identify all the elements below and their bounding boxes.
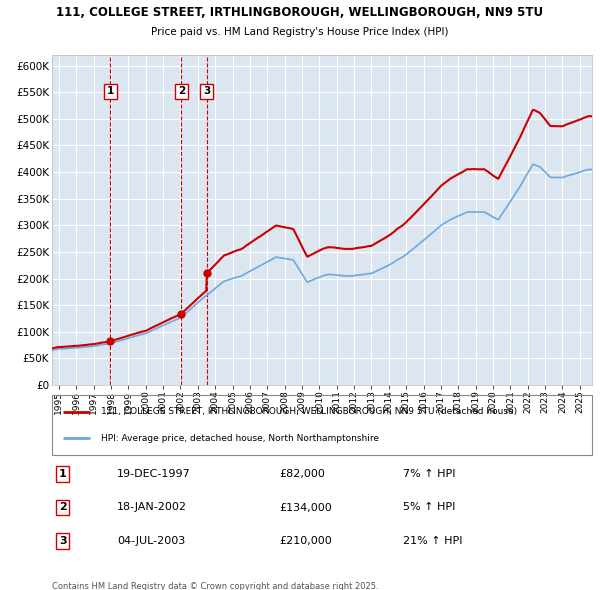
Text: £210,000: £210,000 (279, 536, 332, 546)
Text: 1: 1 (59, 469, 67, 479)
Text: £134,000: £134,000 (279, 503, 332, 513)
Text: £82,000: £82,000 (279, 469, 325, 479)
Text: Contains HM Land Registry data © Crown copyright and database right 2025.
This d: Contains HM Land Registry data © Crown c… (52, 582, 379, 590)
Text: 3: 3 (203, 86, 210, 96)
Text: HPI: Average price, detached house, North Northamptonshire: HPI: Average price, detached house, Nort… (101, 434, 379, 442)
Text: 21% ↑ HPI: 21% ↑ HPI (403, 536, 463, 546)
Text: 5% ↑ HPI: 5% ↑ HPI (403, 503, 455, 513)
Text: 7% ↑ HPI: 7% ↑ HPI (403, 469, 455, 479)
Text: 111, COLLEGE STREET, IRTHLINGBOROUGH, WELLINGBOROUGH, NN9 5TU (detached house): 111, COLLEGE STREET, IRTHLINGBOROUGH, WE… (101, 407, 517, 417)
Text: 2: 2 (178, 86, 185, 96)
Text: 3: 3 (59, 536, 67, 546)
Text: 111, COLLEGE STREET, IRTHLINGBOROUGH, WELLINGBOROUGH, NN9 5TU: 111, COLLEGE STREET, IRTHLINGBOROUGH, WE… (56, 5, 544, 18)
Text: 2: 2 (59, 503, 67, 513)
Text: Price paid vs. HM Land Registry's House Price Index (HPI): Price paid vs. HM Land Registry's House … (151, 27, 449, 37)
Text: 1: 1 (107, 86, 114, 96)
Text: 19-DEC-1997: 19-DEC-1997 (117, 469, 191, 479)
Text: 18-JAN-2002: 18-JAN-2002 (117, 503, 187, 513)
Text: 04-JUL-2003: 04-JUL-2003 (117, 536, 185, 546)
